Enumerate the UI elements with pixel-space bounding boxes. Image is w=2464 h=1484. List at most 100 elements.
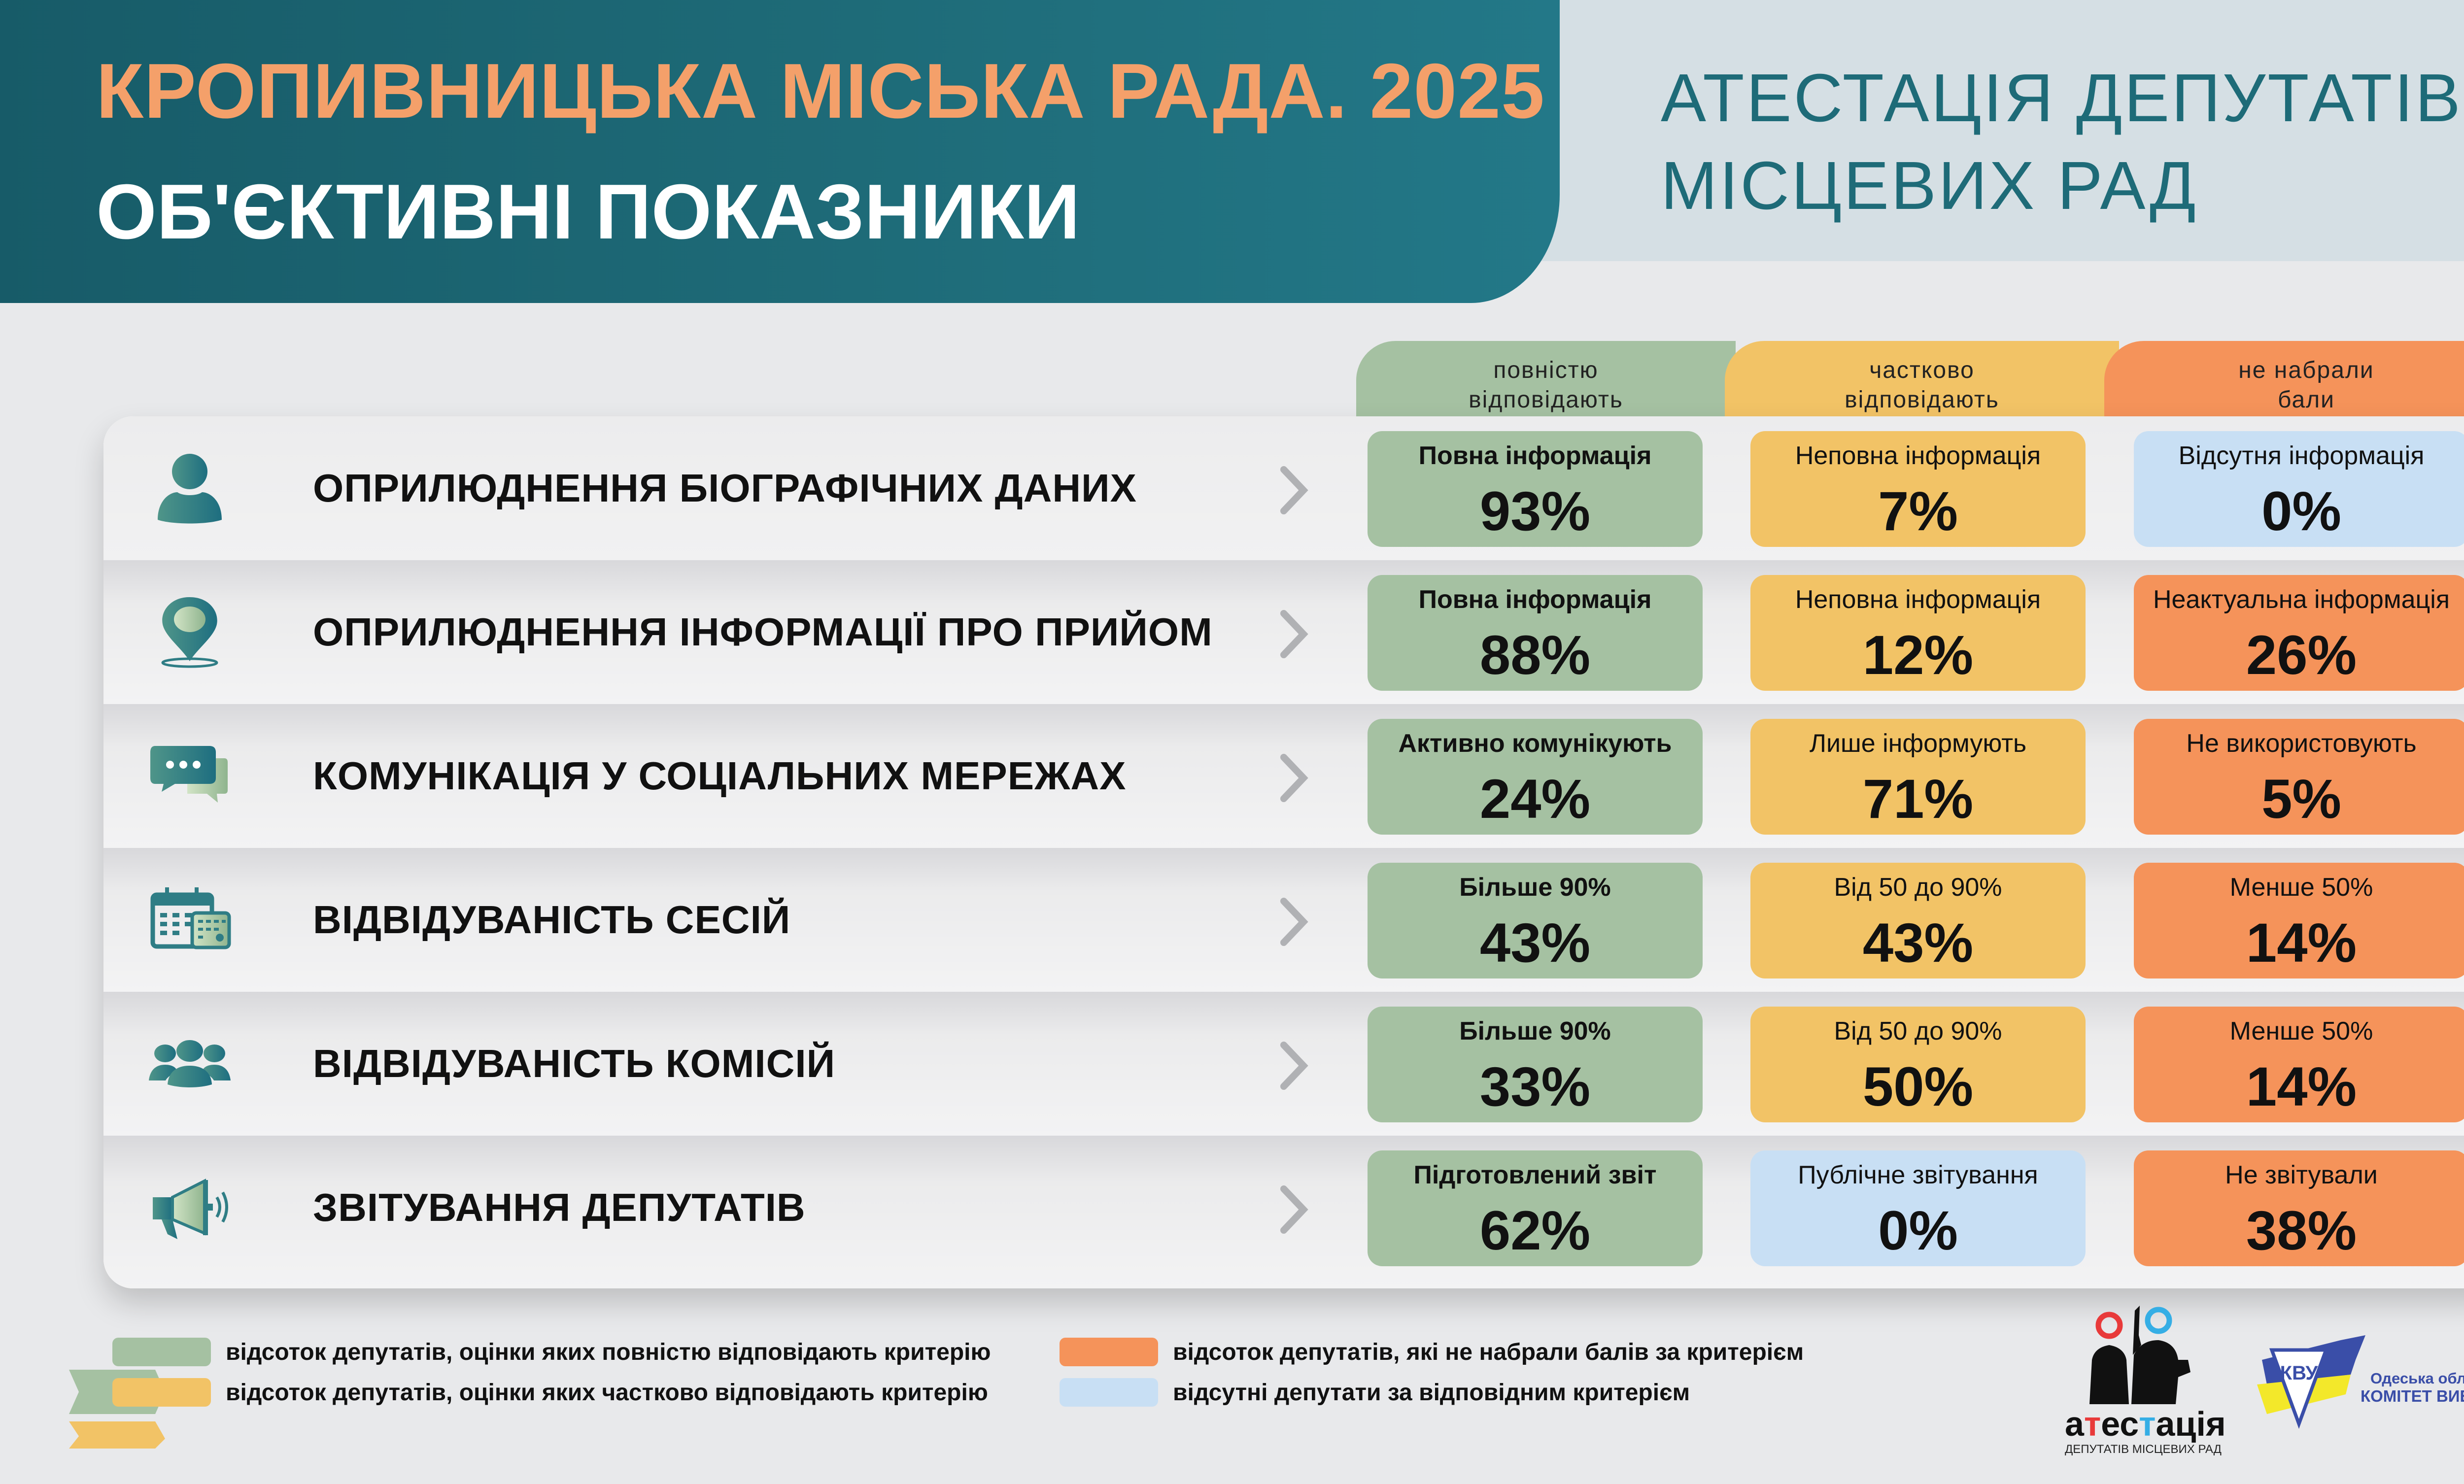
column-header-line: бали: [2278, 387, 2335, 413]
legend-text: відсоток депутатів, які не набрали балів…: [1173, 1339, 1804, 1365]
kvu-emblem-icon: КВУ: [2257, 1335, 2365, 1429]
location-pin-icon: [161, 597, 218, 668]
cell-label: Неактуальна інформація: [2153, 585, 2450, 614]
kvu-line1: Одеська обласна організація: [2370, 1370, 2464, 1387]
cell-value: 62%: [1479, 1200, 1591, 1261]
column-header-line: частково: [1869, 357, 1975, 383]
indicator-label: ВІДВІДУВАНІСТЬ КОМІСІЙ: [313, 1042, 836, 1085]
cell-value: 26%: [2246, 624, 2357, 686]
cell-label: Неповна інформація: [1795, 585, 2041, 614]
cell-label: Підготовлений звіт: [1413, 1161, 1657, 1189]
cell-label: Повна інформація: [1418, 585, 1652, 614]
cell-value: 38%: [2246, 1200, 2357, 1261]
indicator-row-social-media[interactable]: КОМУНІКАЦІЯ У СОЦІАЛЬНИХ МЕРЕЖАХ Активно…: [103, 704, 2464, 848]
cell-label: Менше 50%: [2229, 1017, 2373, 1046]
cell-value: 7%: [1878, 480, 1958, 542]
indicator-label: ОПРИЛЮДНЕННЯ ІНФОРМАЦІЇ ПРО ПРИЙОМ: [313, 610, 1213, 654]
cell-label: Менше 50%: [2229, 873, 2373, 902]
chevron-right-icon[interactable]: [1279, 753, 1308, 803]
cell-value: 93%: [1479, 480, 1591, 542]
column-header-line: не набрали: [2238, 357, 2374, 383]
calendar-icon: [150, 887, 231, 949]
cell-value: 43%: [1862, 912, 1974, 974]
svg-text:КВУ: КВУ: [2280, 1362, 2319, 1384]
cell-label: Активно комунікують: [1398, 729, 1672, 758]
cell-label: Не звітували: [2225, 1161, 2378, 1189]
cell-value: 50%: [1862, 1056, 1974, 1117]
cell-value: 24%: [1479, 768, 1591, 830]
cell-absent: Публічне звітування 0%: [1750, 1150, 2086, 1266]
cell-no-points: Не звітували 38%: [2134, 1150, 2464, 1266]
chevron-right-icon[interactable]: [1279, 1041, 1308, 1090]
legend-swatch: [1060, 1338, 1158, 1366]
chevron-right-icon[interactable]: [1279, 466, 1308, 515]
atestatsiia-subtitle: ДЕПУТАТІВ МІСЦЕВИХ РАД: [2065, 1443, 2222, 1456]
group-icon: [149, 1040, 231, 1087]
indicators-panel: ОПРИЛЮДНЕННЯ БІОГРАФІЧНИХ ДАНИХ Повна ін…: [103, 416, 2464, 1288]
legend-item-absent: відсутні депутати за відповідним критері…: [1060, 1378, 1690, 1407]
cell-fully: Повна інформація 93%: [1368, 431, 1703, 547]
header-left-panel: [0, 0, 1560, 303]
project-title: АТЕСТАЦІЯ ДЕПУТАТІВ МІСЦЕВИХ РАД: [1661, 54, 2463, 230]
cell-fully: Повна інформація 88%: [1368, 575, 1703, 691]
legend-item-partially: відсоток депутатів, оцінки яких частково…: [112, 1378, 988, 1407]
indicator-row-sessions[interactable]: ВІДВІДУВАНІСТЬ СЕСІЙ Більше 90% 43% Від 5…: [103, 848, 2464, 992]
megaphone-icon: [153, 1179, 228, 1239]
cell-value: 33%: [1479, 1056, 1591, 1117]
cell-no-points: Неактуальна інформація 26%: [2134, 575, 2464, 691]
cell-partially: Від 50 до 90% 43%: [1750, 863, 2086, 978]
indicator-label: ОПРИЛЮДНЕННЯ БІОГРАФІЧНИХ ДАНИХ: [313, 466, 1137, 510]
header-right-panel: [1503, 0, 2464, 261]
legend-swatch: [1060, 1378, 1158, 1407]
cell-label: Більше 90%: [1459, 873, 1611, 902]
cell-value: 71%: [1862, 768, 1974, 830]
indicator-row-commissions[interactable]: ВІДВІДУВАНІСТЬ КОМІСІЙ Більше 90% 33% Від…: [103, 992, 2464, 1136]
indicator-label: КОМУНІКАЦІЯ У СОЦІАЛЬНИХ МЕРЕЖАХ: [313, 754, 1127, 798]
cell-no-points: Менше 50% 14%: [2134, 863, 2464, 978]
chevron-right-icon[interactable]: [1279, 609, 1308, 659]
column-header-line: відповідають: [1469, 387, 1623, 413]
indicator-label: ЗВІТУВАННЯ ДЕПУТАТІВ: [313, 1185, 806, 1229]
cell-value: 12%: [1862, 624, 1974, 686]
atestatsiia-wordmark: атестація: [2065, 1405, 2226, 1443]
cell-fully: Більше 90% 33%: [1368, 1007, 1703, 1122]
cell-value: 14%: [2246, 912, 2357, 974]
column-header-line: повністю: [1493, 357, 1599, 383]
cell-partially: Від 50 до 90% 50%: [1750, 1007, 2086, 1122]
indicator-row-reporting[interactable]: ЗВІТУВАННЯ ДЕПУТАТІВ Підготовлений звіт 6…: [103, 1136, 2464, 1288]
cell-label: Повна інформація: [1418, 441, 1652, 470]
cell-label: Публічне звітування: [1798, 1161, 2038, 1189]
legend-item-no-points: відсоток депутатів, які не набрали балів…: [1060, 1338, 1804, 1366]
cell-label: Відсутня інформація: [2178, 441, 2425, 470]
column-header-line: відповідають: [1845, 387, 1999, 413]
cell-value: 5%: [2261, 768, 2341, 830]
chevron-right-icon[interactable]: [1279, 1185, 1308, 1234]
cell-value: 0%: [2261, 480, 2341, 542]
cell-value: 88%: [1479, 624, 1591, 686]
cell-no-points: Менше 50% 14%: [2134, 1007, 2464, 1122]
legend-text: відсутні депутати за відповідним критері…: [1173, 1379, 1690, 1406]
legend-text: відсоток депутатів, оцінки яких частково…: [226, 1379, 988, 1406]
cell-no-points: Не використовують 5%: [2134, 719, 2464, 835]
project-title-line2: МІСЦЕВИХ РАД: [1661, 148, 2198, 224]
cell-partially: Неповна інформація 7%: [1750, 431, 2086, 547]
indicator-row-biography[interactable]: ОПРИЛЮДНЕННЯ БІОГРАФІЧНИХ ДАНИХ Повна ін…: [103, 416, 2464, 560]
indicator-row-reception[interactable]: ОПРИЛЮДНЕННЯ ІНФОРМАЦІЇ ПРО ПРИЙОМ Повна…: [103, 560, 2464, 704]
chevron-right-icon[interactable]: [1279, 897, 1308, 946]
cell-absent: Відсутня інформація 0%: [2134, 431, 2464, 547]
cell-label: Від 50 до 90%: [1834, 873, 2002, 902]
atestatsiia-logo: атестація ДЕПУТАТІВ МІСЦЕВИХ РАД: [2060, 1306, 2226, 1456]
cell-fully: Більше 90% 43%: [1368, 863, 1703, 978]
cell-value: 14%: [2246, 1056, 2357, 1117]
chat-bubbles-icon: [150, 746, 228, 803]
legend-item-fully: відсоток депутатів, оцінки яких повністю…: [112, 1338, 991, 1366]
page-title: КРОПИВНИЦЬКА МІСЬКА РАДА. 2025: [96, 48, 1545, 135]
kvu-line2: КОМІТЕТ ВИБОРЦІВ УКРАЇНИ: [2361, 1387, 2464, 1405]
page-subtitle: ОБ'ЄКТИВНІ ПОКАЗНИКИ: [96, 169, 1080, 255]
legend-text: відсоток депутатів, оцінки яких повністю…: [226, 1339, 991, 1365]
deputies-silhouette-icon: [2089, 1306, 2190, 1404]
indicator-label: ВІДВІДУВАНІСТЬ СЕСІЙ: [313, 898, 791, 942]
legend-swatch: [112, 1378, 211, 1407]
cell-fully: Активно комунікують 24%: [1368, 719, 1703, 835]
cell-label: Від 50 до 90%: [1834, 1017, 2002, 1046]
